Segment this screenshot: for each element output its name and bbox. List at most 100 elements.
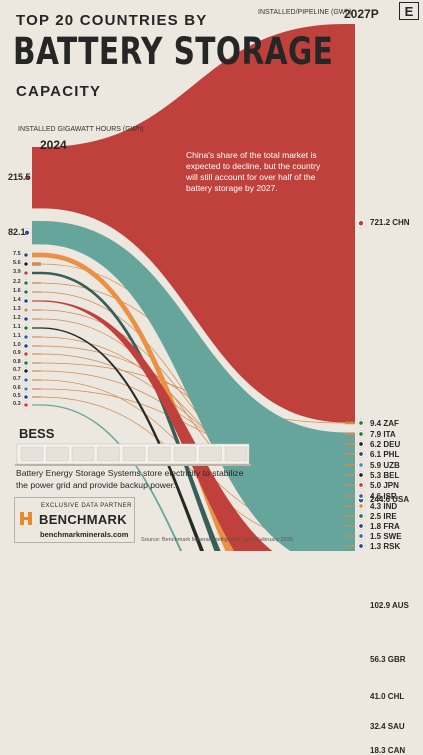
bess-title: BESS xyxy=(19,426,55,441)
south-korea-flag-icon xyxy=(357,542,365,550)
node-left-zaf xyxy=(32,362,41,364)
china-flag-icon xyxy=(22,173,32,182)
germany-flag-icon xyxy=(357,440,365,448)
right-value-isr: 4.6 ISR xyxy=(370,491,397,501)
source-note: Source: Benchmark Mineral Intelligence, … xyxy=(141,537,295,543)
flow-gbr xyxy=(41,252,237,551)
node-right-zaf xyxy=(345,421,355,425)
belgium-flag-icon xyxy=(22,367,30,375)
left-value-gbr: 7.5 xyxy=(13,251,21,257)
right-value-jpn: 5.0 JPN xyxy=(370,480,399,490)
france-flag-icon xyxy=(22,315,30,323)
china-flag-icon xyxy=(356,218,366,228)
china-annotation: China's share of the total market is exp… xyxy=(186,150,321,193)
left-value-ire: 1.6 xyxy=(13,288,21,294)
left-value-chn: 215.5 xyxy=(8,171,31,182)
india-flag-icon xyxy=(22,306,30,314)
title-top: TOP 20 COUNTRIES BY xyxy=(16,12,208,29)
germany-flag-icon xyxy=(22,260,30,268)
visual-capitalist-logo: E xyxy=(399,2,419,20)
right-value-deu: 6.2 DEU xyxy=(370,439,401,449)
left-value-rsk: 0.5 xyxy=(13,393,21,399)
node-left-sau xyxy=(32,327,41,329)
node-left-aus xyxy=(32,300,41,302)
canada-flag-icon xyxy=(22,401,30,409)
battery-container-illustration xyxy=(15,443,251,466)
node-left-deu xyxy=(32,262,41,266)
left-value-jpn: 0.9 xyxy=(13,350,21,356)
uzbekistan-flag-icon xyxy=(357,461,365,469)
left-value-zaf: 0.8 xyxy=(13,359,21,365)
sweden-flag-icon xyxy=(357,532,365,540)
philippines-flag-icon xyxy=(357,450,365,458)
node-right-ire xyxy=(345,515,355,517)
left-value-phl: 1.0 xyxy=(13,342,21,348)
uzbekistan-flag-icon xyxy=(22,385,30,393)
node-left-ind xyxy=(32,309,41,311)
node-right-bel xyxy=(345,474,355,476)
node-right-fra xyxy=(345,525,355,527)
right-value-chl: 41.0 CHL xyxy=(370,691,405,701)
node-left-chl xyxy=(32,271,41,275)
node-right-usa xyxy=(345,432,355,551)
node-left-ita xyxy=(32,282,41,284)
node-right-swe xyxy=(345,535,355,537)
node-left-phl xyxy=(32,345,41,347)
sweden-flag-icon xyxy=(22,376,30,384)
south-korea-flag-icon xyxy=(22,393,30,401)
left-value-swe: 0.7 xyxy=(13,376,21,382)
left-value-isr: 1.1 xyxy=(13,333,21,339)
australia-flag-icon xyxy=(22,297,30,305)
left-value-sau: 1.1 xyxy=(13,324,21,330)
node-left-fra xyxy=(32,318,41,320)
left-value-uzb: 0.6 xyxy=(13,385,21,391)
partner-name: BENCHMARK xyxy=(39,512,127,527)
flow-aus xyxy=(41,300,273,551)
right-year-label: 2027P xyxy=(344,7,379,21)
france-flag-icon xyxy=(357,522,365,530)
node-left-bel xyxy=(32,370,41,372)
partner-site-link[interactable]: benchmarkminerals.com xyxy=(40,530,129,539)
right-value-usa: 244.6 USA xyxy=(370,495,410,505)
partner-label: EXCLUSIVE DATA PARTNER xyxy=(41,503,132,509)
uk-flag-icon xyxy=(22,251,30,259)
title-sub: CAPACITY xyxy=(16,83,102,100)
left-value-can: 0.3 xyxy=(13,401,21,407)
page-title: BATTERY STORAGE xyxy=(13,30,334,73)
right-value-swe: 1.5 SWE xyxy=(370,531,402,541)
node-left-chn xyxy=(32,147,41,209)
belgium-flag-icon xyxy=(357,471,365,479)
left-value-fra: 1.2 xyxy=(13,315,21,321)
right-value-ita: 7.9 ITA xyxy=(370,429,396,439)
philippines-flag-icon xyxy=(22,342,30,350)
right-value-sau: 32.4 SAU xyxy=(370,722,405,732)
israel-flag-icon xyxy=(357,492,365,500)
node-left-usa xyxy=(32,221,41,245)
south-africa-flag-icon xyxy=(357,419,365,427)
south-africa-flag-icon xyxy=(22,359,30,367)
israel-flag-icon xyxy=(22,333,30,341)
india-flag-icon xyxy=(357,502,365,510)
italy-flag-icon xyxy=(357,430,365,438)
right-value-bel: 5.3 BEL xyxy=(370,470,400,480)
node-right-jpn xyxy=(345,484,355,486)
left-value-deu: 5.6 xyxy=(13,260,21,266)
right-value-fra: 1.8 FRA xyxy=(370,521,400,531)
benchmark-logo-icon xyxy=(20,512,32,525)
node-left-uzb xyxy=(32,388,41,390)
right-value-ire: 2.5 IRE xyxy=(370,511,397,521)
left-unit-label: INSTALLED GIGAWATT HOURS (GWh) xyxy=(18,126,144,133)
node-right-rsk xyxy=(345,545,355,547)
italy-flag-icon xyxy=(22,279,30,287)
left-year-label: 2024 xyxy=(40,138,67,152)
japan-flag-icon xyxy=(22,350,30,358)
saudi-flag-icon xyxy=(22,324,30,332)
node-right-chn xyxy=(345,24,355,423)
right-value-ind: 4.3 IND xyxy=(370,501,398,511)
right-value-gbr: 56.3 GBR xyxy=(370,655,406,664)
left-value-usa: 82.1 xyxy=(8,226,26,237)
right-value-zaf: 9.4 ZAF xyxy=(370,418,399,428)
right-value-rsk: 1.3 RSK xyxy=(370,541,401,551)
node-right-isr xyxy=(345,495,355,497)
node-left-isr xyxy=(32,336,41,338)
